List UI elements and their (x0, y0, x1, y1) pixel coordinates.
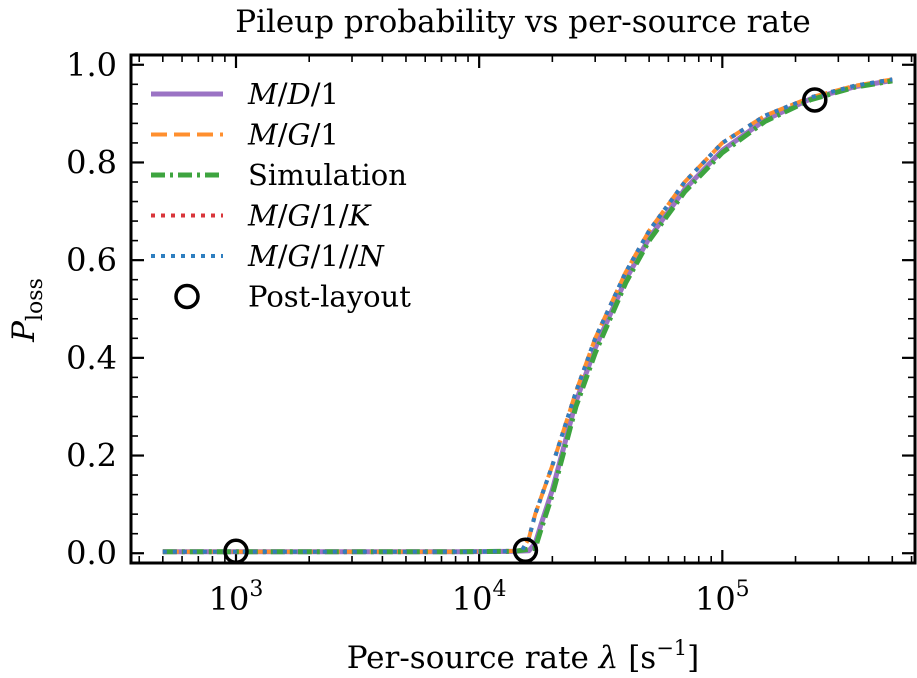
legend-item: M/G/1//N (151, 239, 385, 273)
series-lines (162, 77, 893, 555)
legend-item: Simulation (151, 158, 407, 192)
x-tick-label: 105 (695, 577, 750, 618)
y-tick-label: 0.6 (66, 241, 117, 279)
y-tick-label: 0.0 (66, 534, 117, 572)
post-layout-markers (223, 87, 828, 565)
y-tick-label: 0.8 (66, 143, 117, 181)
legend-item: M/D/1 (151, 77, 339, 111)
series-line-simulation (162, 78, 893, 555)
legend-label: Post-layout (248, 280, 411, 314)
y-axis-label: Ploss (6, 278, 48, 343)
post-layout-marker (223, 538, 249, 565)
y-tick-label: 0.4 (66, 339, 117, 377)
legend-label: M/D/1 (247, 77, 339, 111)
legend: M/D/1 M/G/1 Simulation M/G/1/K M/G/1//N Post-… (151, 77, 411, 314)
x-tick-label: 104 (452, 577, 507, 618)
chart-title: Pileup probability vs per-source rate (235, 4, 811, 40)
legend-item: M/G/1/K (151, 199, 373, 233)
y-axis-ticks: 0.0 0.2 0.4 0.6 0.8 1.0 (66, 46, 915, 572)
x-axis-label: Per-source rate λ [s−1] (347, 636, 700, 676)
legend-label: M/G/1 (247, 118, 339, 152)
y-tick-label: 0.2 (66, 437, 117, 475)
legend-label: Simulation (248, 158, 407, 192)
legend-label: M/G/1/K (247, 199, 373, 233)
plot-area: 103 104 105 0.0 0.2 0.4 0.6 0.8 1.0 (66, 46, 917, 618)
y-tick-label: 1.0 (66, 46, 117, 84)
post-layout-marker (802, 87, 828, 113)
post-layout-marker (512, 537, 539, 564)
legend-label: M/G/1//N (247, 239, 385, 273)
plot-frame (129, 53, 917, 565)
x-axis-ticks: 103 104 105 (209, 55, 750, 618)
x-minor-ticks (138, 55, 913, 563)
legend-marker-swatch (174, 283, 200, 310)
legend-item: Post-layout (174, 280, 411, 314)
y-minor-ticks (131, 83, 915, 535)
legend-item: M/G/1 (151, 118, 339, 152)
x-tick-label: 103 (209, 577, 264, 618)
